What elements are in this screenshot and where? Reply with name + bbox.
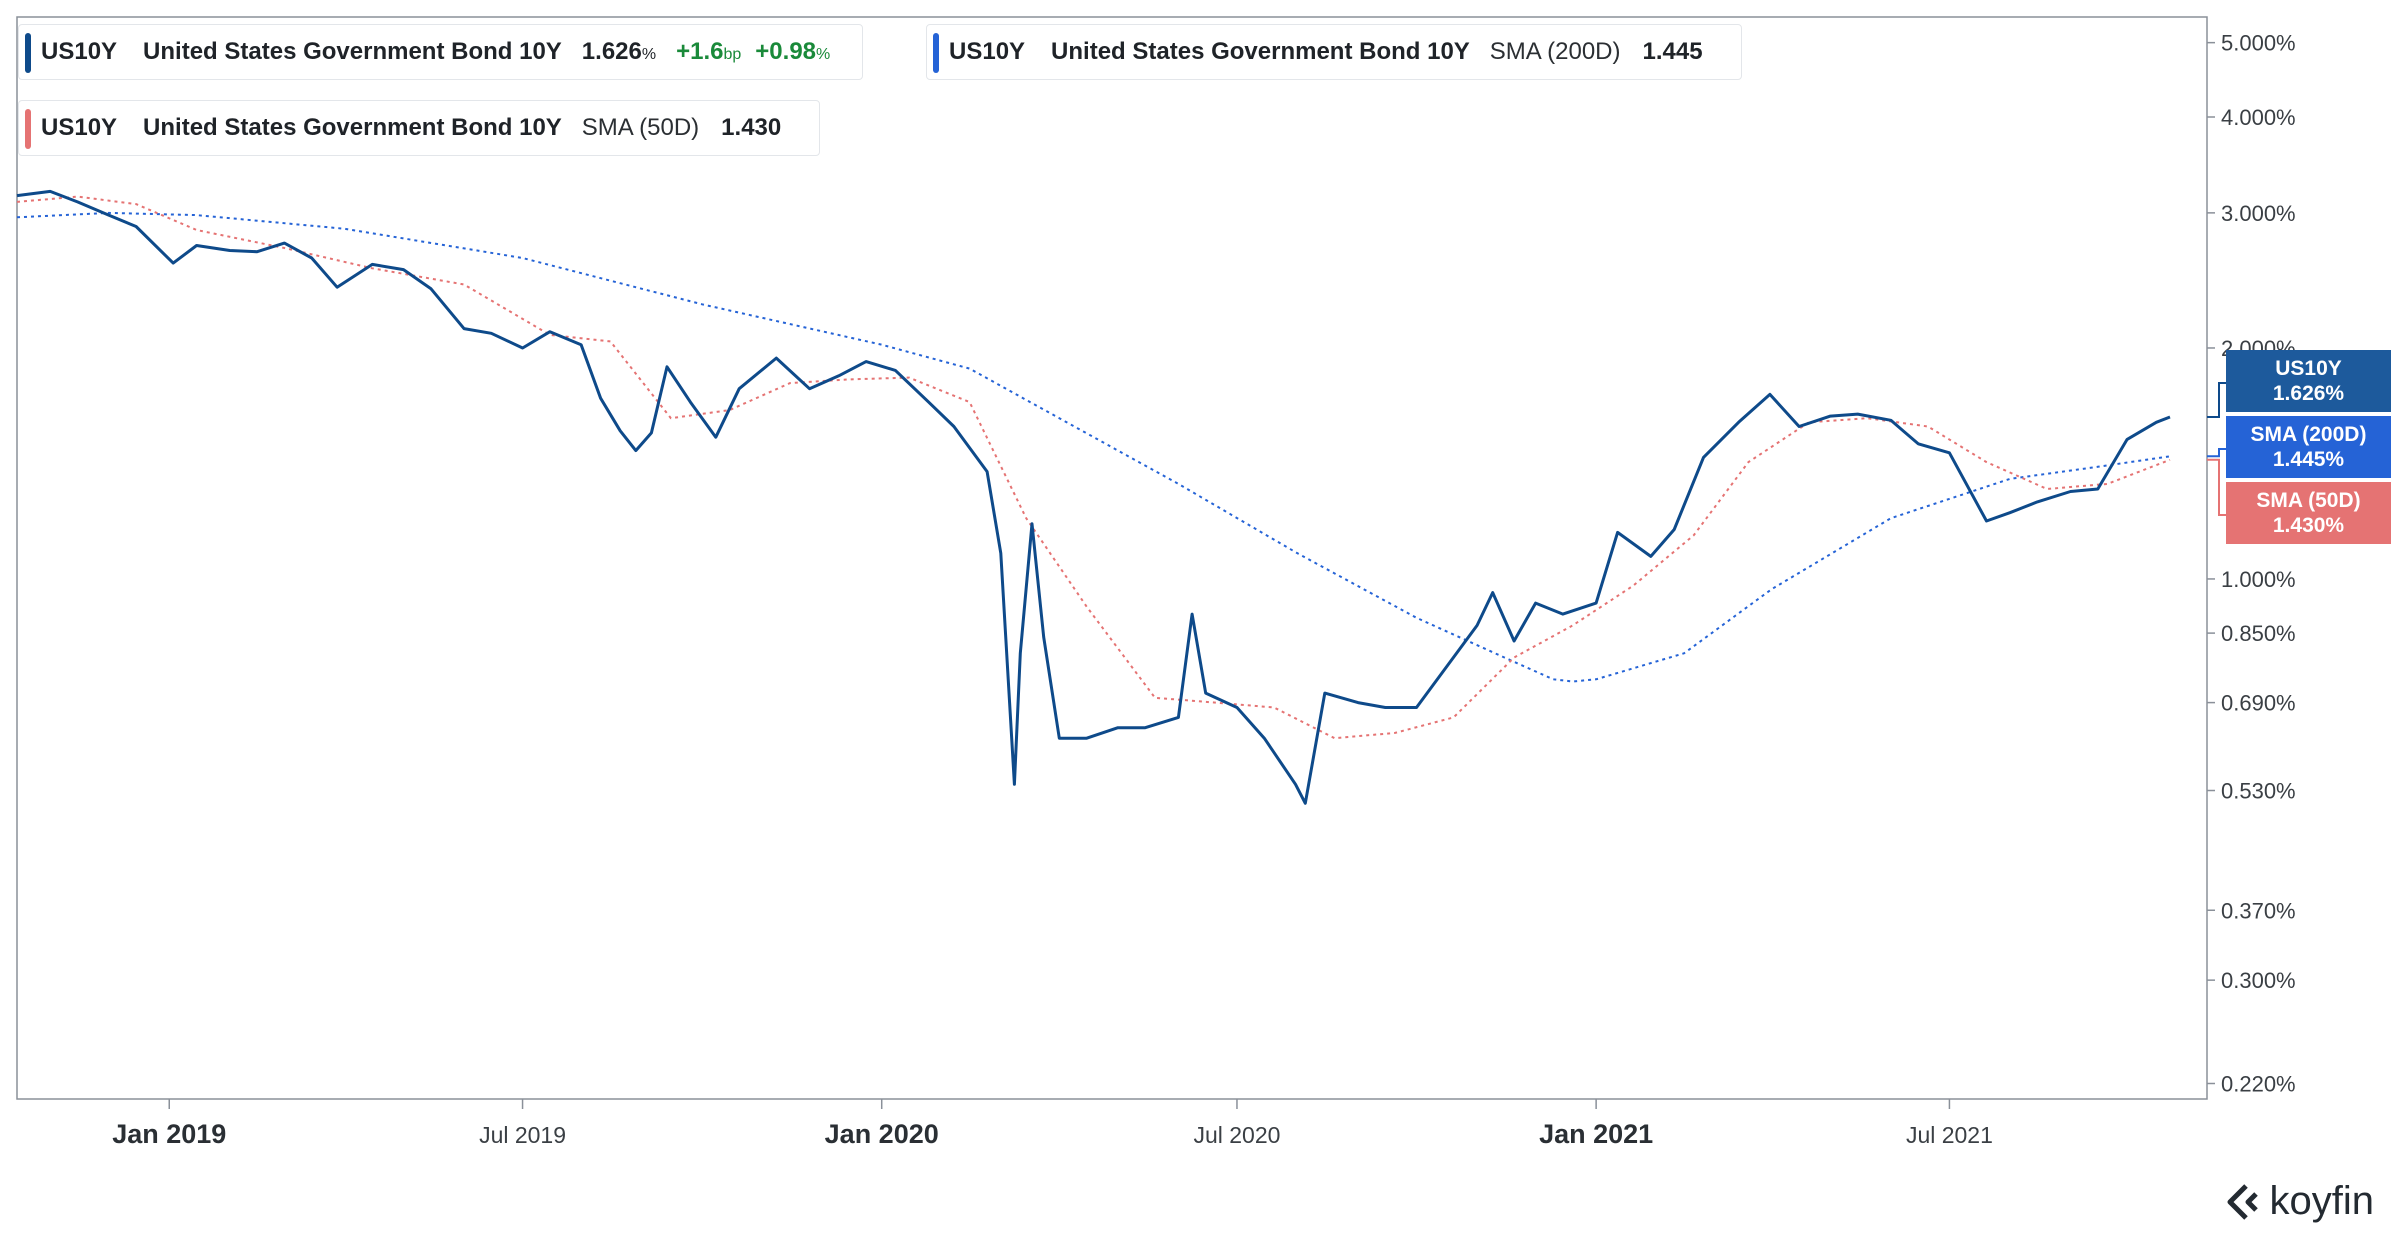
legend-name: United States Government Bond 10Y bbox=[1051, 38, 1470, 65]
value-tag-sma-50d: SMA (50D) 1.430% bbox=[2226, 482, 2391, 544]
x-axis: Jan 2019 Jul 2019 Jan 2020 Jul 2020 Jan 2021… bbox=[112, 1099, 1993, 1149]
tag-connector bbox=[2207, 458, 2226, 516]
legend-value: 1.430 bbox=[721, 114, 782, 141]
legend-symbol: US10Y bbox=[949, 38, 1026, 65]
series-layer bbox=[16, 189, 2171, 805]
legend-value: 1.445 bbox=[1642, 38, 1703, 65]
x-tick-label: Jan 2019 bbox=[112, 1119, 226, 1149]
tag-value: 1.430% bbox=[2272, 514, 2345, 537]
x-tick-label: Jan 2021 bbox=[1539, 1119, 1653, 1149]
tag-label: SMA (50D) bbox=[2256, 489, 2361, 512]
y-tick-label: 0.690% bbox=[2221, 691, 2296, 716]
y-tick-label: 5.000% bbox=[2221, 31, 2296, 56]
koyfin-logo: koyfin bbox=[2224, 1179, 2375, 1224]
y-tick-label: 1.000% bbox=[2221, 567, 2296, 592]
tag-value: 1.445% bbox=[2272, 448, 2345, 471]
y-tick-label: 4.000% bbox=[2221, 105, 2296, 130]
legend-change-bp: +1.6bp bbox=[676, 38, 742, 65]
y-tick-label: 0.370% bbox=[2221, 898, 2296, 923]
legend-color-bar bbox=[25, 33, 31, 73]
legend-name: United States Government Bond 10Y bbox=[143, 38, 562, 65]
legend-value: 1.626% bbox=[581, 38, 657, 65]
x-tick-label: Jul 2019 bbox=[479, 1122, 566, 1148]
tag-connectors bbox=[2207, 382, 2226, 516]
legend-color-bar bbox=[25, 109, 31, 149]
series-line-us10y[interactable] bbox=[16, 189, 2171, 805]
koyfin-logo-icon bbox=[2227, 1183, 2258, 1220]
value-tag-sma-200d: SMA (200D) 1.445% bbox=[2226, 416, 2391, 478]
tag-value: 1.626% bbox=[2272, 382, 2345, 405]
x-tick-label: Jul 2021 bbox=[1906, 1122, 1993, 1148]
y-tick-label: 0.530% bbox=[2221, 779, 2296, 804]
legend-color-bar bbox=[933, 33, 939, 73]
tag-label: US10Y bbox=[2275, 357, 2342, 380]
tag-connector bbox=[2207, 382, 2226, 418]
brand-name: koyfin bbox=[2269, 1179, 2375, 1223]
plot-frame bbox=[16, 16, 2208, 1100]
y-tick-label: 3.000% bbox=[2221, 201, 2296, 226]
legend-indicator: SMA (200D) bbox=[1489, 38, 1621, 65]
legend-symbol: US10Y bbox=[41, 38, 118, 65]
x-tick-label: Jul 2020 bbox=[1193, 1122, 1280, 1148]
legend-name: United States Government Bond 10Y bbox=[143, 114, 562, 141]
tag-label: SMA (200D) bbox=[2250, 423, 2367, 446]
y-tick-label: 0.300% bbox=[2221, 968, 2296, 993]
legend-change-pct: +0.98% bbox=[755, 38, 831, 65]
y-tick-label: 0.220% bbox=[2221, 1071, 2296, 1096]
y-axis: 5.000%4.000%3.000%2.000%1.000%0.850%0.69… bbox=[2207, 31, 2296, 1096]
x-tick-label: Jan 2020 bbox=[825, 1119, 939, 1149]
series-line-sma-200d[interactable] bbox=[16, 211, 2171, 683]
legend-indicator: SMA (50D) bbox=[581, 114, 700, 141]
legend-sma-50d[interactable]: US10Y United States Government Bond 10Y … bbox=[18, 100, 821, 156]
y-tick-label: 0.850% bbox=[2221, 621, 2296, 646]
value-tag-us10y: US10Y 1.626% bbox=[2226, 350, 2391, 412]
series-line-sma-50d[interactable] bbox=[16, 195, 2171, 740]
legend-us10y[interactable]: US10Y United States Government Bond 10Y … bbox=[18, 24, 864, 80]
tag-connector bbox=[2207, 448, 2226, 458]
legend-symbol: US10Y bbox=[41, 114, 118, 141]
legend-sma-200d[interactable]: US10Y United States Government Bond 10Y … bbox=[926, 24, 1742, 80]
